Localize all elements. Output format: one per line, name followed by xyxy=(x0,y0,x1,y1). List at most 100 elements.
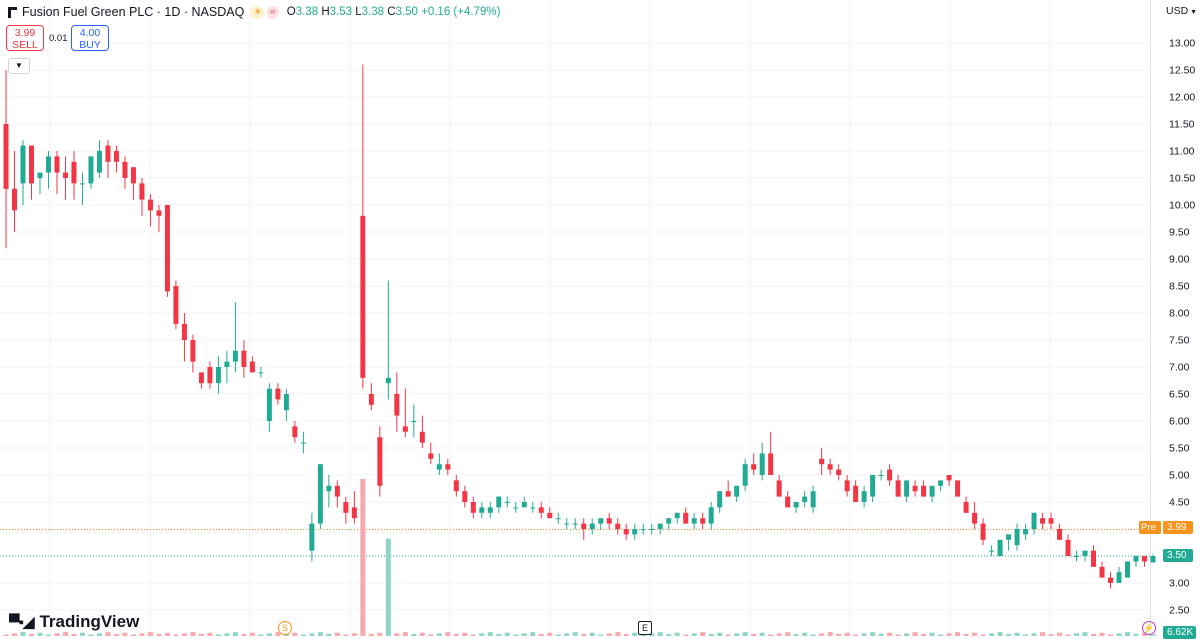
candle-body xyxy=(751,464,757,470)
volume-bar xyxy=(207,632,213,636)
candle-body xyxy=(904,480,910,497)
candle-body xyxy=(980,523,986,540)
candle-body xyxy=(1074,556,1080,557)
candle-body xyxy=(241,350,247,367)
volume-bar xyxy=(751,633,757,636)
volume-bar xyxy=(589,632,595,636)
currency-selector[interactable]: USD ▼ xyxy=(1166,5,1197,17)
earnings-event-icon[interactable]: E xyxy=(638,621,652,635)
candle-body xyxy=(555,518,561,520)
volume-bar xyxy=(861,633,867,636)
volume-bar xyxy=(20,632,26,636)
candle-body xyxy=(819,458,825,465)
volume-bar xyxy=(164,632,170,636)
candle-body xyxy=(156,210,162,216)
sell-button[interactable]: 3.99 SELL xyxy=(6,25,44,51)
low-value: 3.38 xyxy=(361,6,385,18)
tradingview-branding[interactable]: ▀▪◢ TradingView xyxy=(9,612,139,632)
volume-bar xyxy=(572,632,578,636)
volume-bar xyxy=(215,634,221,636)
y-tick-label: 5.50 xyxy=(1169,443,1190,455)
candle-body xyxy=(479,507,485,513)
open-label: O xyxy=(286,6,296,18)
candle-body xyxy=(79,183,85,185)
candle-body xyxy=(292,426,298,438)
volume-bar xyxy=(419,632,425,636)
lightning-icon[interactable]: ⚡ xyxy=(1142,621,1156,635)
buy-button[interactable]: 4.00 BUY xyxy=(71,25,109,51)
candle-body xyxy=(470,502,476,513)
volume-bar xyxy=(785,632,791,636)
candle-body xyxy=(11,188,17,211)
volume-bar xyxy=(249,632,255,636)
volume-bar xyxy=(351,633,357,636)
volume-bar xyxy=(190,632,196,636)
candle-body xyxy=(1031,512,1037,529)
sun-icon[interactable]: ☀ xyxy=(250,5,266,19)
volume-bar xyxy=(963,633,969,636)
volume-bar xyxy=(989,633,995,636)
candle-body xyxy=(717,491,723,508)
candle-body xyxy=(173,286,179,324)
candle-body xyxy=(1006,534,1012,540)
candle-body xyxy=(368,394,374,405)
candle-body xyxy=(377,437,383,486)
volume-bar xyxy=(776,633,782,636)
volume-bar xyxy=(555,634,561,636)
change-value: +0.16 (+4.79%) xyxy=(421,6,501,18)
volume-bar xyxy=(904,633,910,636)
candle-body xyxy=(640,529,646,530)
candle-body xyxy=(700,518,706,524)
close-value: 3.50 xyxy=(395,6,418,18)
volume-bar xyxy=(938,634,944,636)
buy-label: BUY xyxy=(79,39,101,51)
split-event-icon[interactable]: S xyxy=(278,621,292,635)
volume-bar xyxy=(504,632,510,636)
candle-body xyxy=(3,124,9,189)
y-tick-label: 2.50 xyxy=(1169,605,1190,617)
candle-body xyxy=(1133,556,1139,562)
volume-bar xyxy=(232,632,238,636)
candle-body xyxy=(147,199,153,211)
candle-body xyxy=(802,496,808,502)
candle-body xyxy=(436,464,442,470)
volume-bar xyxy=(683,634,689,636)
volume-bar xyxy=(1125,632,1131,636)
candle-body xyxy=(972,512,978,524)
volume-bar xyxy=(1142,632,1148,636)
volume-bar xyxy=(878,633,884,636)
candle-body xyxy=(793,502,799,508)
collapse-chevron-icon[interactable]: ▼ xyxy=(8,58,30,74)
y-tick-label: 9.00 xyxy=(1169,254,1190,266)
approx-icon[interactable]: ≈ xyxy=(267,5,279,19)
volume-bar xyxy=(632,632,638,636)
chart-header: Fusion Fuel Green PLC · 1D · NASDAQ ☀ ≈ … xyxy=(8,5,500,19)
candle-body xyxy=(1142,556,1148,562)
volume-bar xyxy=(453,633,459,636)
candle-body xyxy=(164,205,170,292)
candle-body xyxy=(266,388,272,421)
volume-bar xyxy=(436,633,442,636)
volume-bar xyxy=(759,632,765,636)
candle-body xyxy=(71,161,77,184)
candle-body xyxy=(402,426,408,432)
y-tick-label: 10.50 xyxy=(1169,173,1195,185)
candle-body xyxy=(895,480,901,497)
candle-body xyxy=(632,529,638,535)
volume-bar xyxy=(1150,634,1156,636)
volume-bar xyxy=(513,634,519,636)
last-price-badge: 3.50 xyxy=(1163,549,1193,562)
candle-body xyxy=(623,529,629,535)
candle-body xyxy=(836,469,842,475)
volume-bar xyxy=(130,634,136,636)
candle-body xyxy=(861,491,867,502)
volume-bar xyxy=(394,633,400,636)
volume-bar xyxy=(428,634,434,636)
candle-body xyxy=(419,431,425,443)
candle-body xyxy=(462,491,468,502)
volume-bar xyxy=(547,632,553,636)
volume-bar xyxy=(1074,633,1080,636)
symbol-title[interactable]: Fusion Fuel Green PLC · 1D · NASDAQ xyxy=(22,5,245,19)
volume-bar xyxy=(972,632,978,636)
